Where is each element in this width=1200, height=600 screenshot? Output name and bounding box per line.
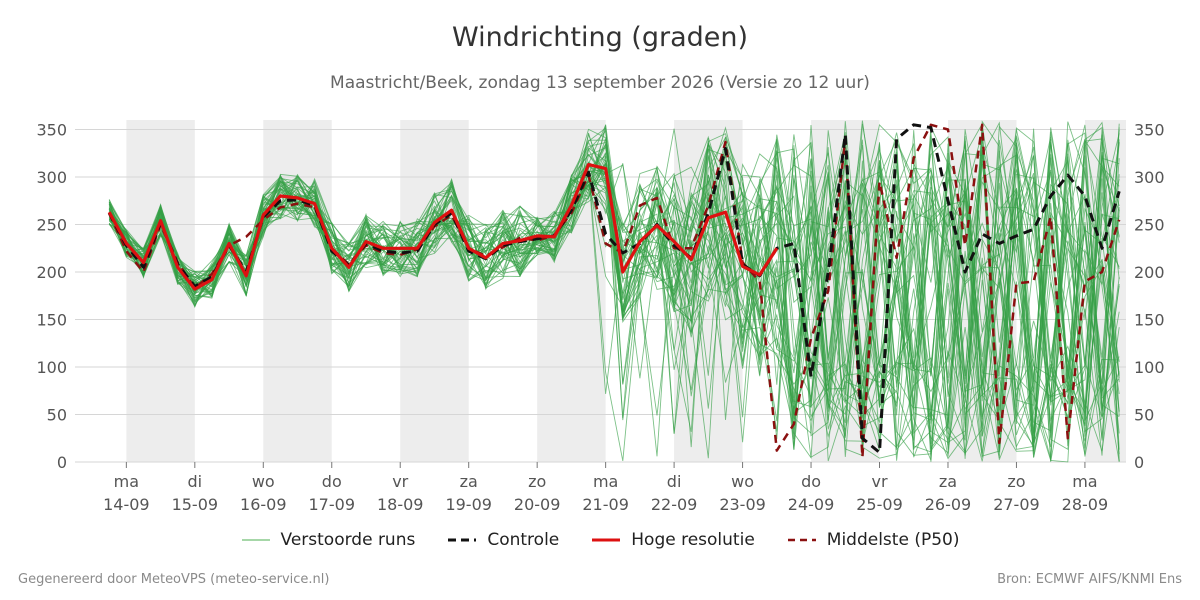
y-tick-left-250: 250 bbox=[36, 216, 67, 235]
x-tick-day-12: za bbox=[939, 472, 957, 491]
x-tick-date-2: 16-09 bbox=[240, 495, 287, 514]
shaded-band-3 bbox=[537, 120, 606, 462]
y-tick-left-350: 350 bbox=[36, 121, 67, 140]
y-tick-left-0: 0 bbox=[57, 453, 67, 472]
legend-label-ensemble: Verstoorde runs bbox=[280, 530, 416, 550]
y-tick-right-0: 0 bbox=[1134, 453, 1144, 472]
x-tick-day-0: ma bbox=[114, 472, 139, 491]
y-tick-right-300: 300 bbox=[1134, 168, 1165, 187]
x-tick-date-7: 21-09 bbox=[582, 495, 629, 514]
main-series bbox=[107, 123, 1121, 459]
x-tick-day-11: vr bbox=[871, 472, 887, 491]
y-axis-right: 0 50 100 150 200 250 300 350 bbox=[1134, 121, 1165, 473]
legend-swatch-median bbox=[787, 538, 816, 542]
x-tick-day-8: di bbox=[667, 472, 682, 491]
x-tick-date-9: 23-09 bbox=[719, 495, 766, 514]
x-axis: ma 14-09 di 15-09 wo 16-09 do 17-09 vr 18-09 za 19-… bbox=[103, 462, 1108, 514]
x-tick-day-7: ma bbox=[593, 472, 618, 491]
x-tick-day-14: ma bbox=[1072, 472, 1097, 491]
y-axis-left: 0 50 100 150 200 250 300 350 bbox=[36, 121, 67, 473]
x-tick-day-4: vr bbox=[392, 472, 408, 491]
legend-label-hires: Hoge resolutie bbox=[631, 530, 755, 550]
ensemble-run-46 bbox=[108, 136, 1120, 462]
y-tick-left-200: 200 bbox=[36, 263, 67, 282]
x-tick-day-13: zo bbox=[1007, 472, 1025, 491]
series-middelste-p50 bbox=[108, 123, 1121, 459]
ensemble-run-45 bbox=[108, 130, 1120, 458]
x-tick-day-10: do bbox=[801, 472, 821, 491]
legend-item-median: Middelste (P50) bbox=[787, 530, 960, 550]
ensemble-run-36 bbox=[108, 120, 1120, 463]
legend-label-control: Controle bbox=[487, 530, 560, 550]
y-tick-left-100: 100 bbox=[36, 358, 67, 377]
y-tick-right-200: 200 bbox=[1134, 263, 1165, 282]
y-tick-left-50: 50 bbox=[47, 406, 67, 425]
x-tick-date-1: 15-09 bbox=[172, 495, 219, 514]
y-tick-right-50: 50 bbox=[1134, 406, 1154, 425]
x-tick-date-14: 28-09 bbox=[1062, 495, 1109, 514]
footer-source: Bron: ECMWF AIFS/KNMI Ens bbox=[997, 572, 1182, 587]
chart-subtitle: Maastricht/Beek, zondag 13 september 202… bbox=[330, 73, 870, 93]
x-tick-date-5: 19-09 bbox=[445, 495, 492, 514]
x-tick-date-3: 17-09 bbox=[309, 495, 356, 514]
legend: Verstoorde runs Controle Hoge resolutie … bbox=[0, 530, 1200, 550]
x-tick-day-1: di bbox=[188, 472, 203, 491]
ensemble-run-48 bbox=[108, 126, 1120, 462]
y-tick-right-100: 100 bbox=[1134, 358, 1165, 377]
legend-swatch-hires bbox=[592, 538, 621, 542]
y-tick-left-300: 300 bbox=[36, 168, 67, 187]
ensemble-run-43 bbox=[108, 124, 1120, 435]
x-tick-date-4: 18-09 bbox=[377, 495, 424, 514]
legend-item-hires: Hoge resolutie bbox=[591, 530, 755, 550]
x-tick-date-12: 26-09 bbox=[925, 495, 972, 514]
shaded-band-1 bbox=[263, 120, 332, 462]
y-tick-left-150: 150 bbox=[36, 311, 67, 330]
shaded-band-2 bbox=[400, 120, 469, 462]
legend-item-ensemble: Verstoorde runs bbox=[241, 530, 416, 550]
x-tick-date-8: 22-09 bbox=[651, 495, 698, 514]
x-tick-date-13: 27-09 bbox=[993, 495, 1040, 514]
x-tick-date-6: 20-09 bbox=[514, 495, 561, 514]
legend-swatch-control bbox=[448, 538, 477, 542]
footer-generator: Gegenereerd door MeteoVPS (meteo-service… bbox=[18, 572, 330, 587]
series-hoge-resolutie bbox=[107, 163, 779, 291]
x-tick-day-3: do bbox=[322, 472, 342, 491]
x-tick-day-5: za bbox=[460, 472, 478, 491]
x-tick-day-2: wo bbox=[252, 472, 275, 491]
x-tick-date-11: 25-09 bbox=[856, 495, 903, 514]
x-tick-date-0: 14-09 bbox=[103, 495, 150, 514]
x-tick-day-9: wo bbox=[731, 472, 754, 491]
x-tick-date-10: 24-09 bbox=[788, 495, 835, 514]
y-tick-right-150: 150 bbox=[1134, 311, 1165, 330]
legend-item-control: Controle bbox=[447, 530, 559, 550]
legend-label-median: Middelste (P50) bbox=[826, 530, 960, 550]
chart-title: Windrichting (graden) bbox=[451, 22, 749, 53]
legend-swatch-ensemble bbox=[241, 539, 270, 541]
series-controle bbox=[107, 123, 1121, 454]
y-tick-right-350: 350 bbox=[1134, 121, 1165, 140]
y-tick-right-250: 250 bbox=[1134, 216, 1165, 235]
x-tick-day-6: zo bbox=[528, 472, 546, 491]
